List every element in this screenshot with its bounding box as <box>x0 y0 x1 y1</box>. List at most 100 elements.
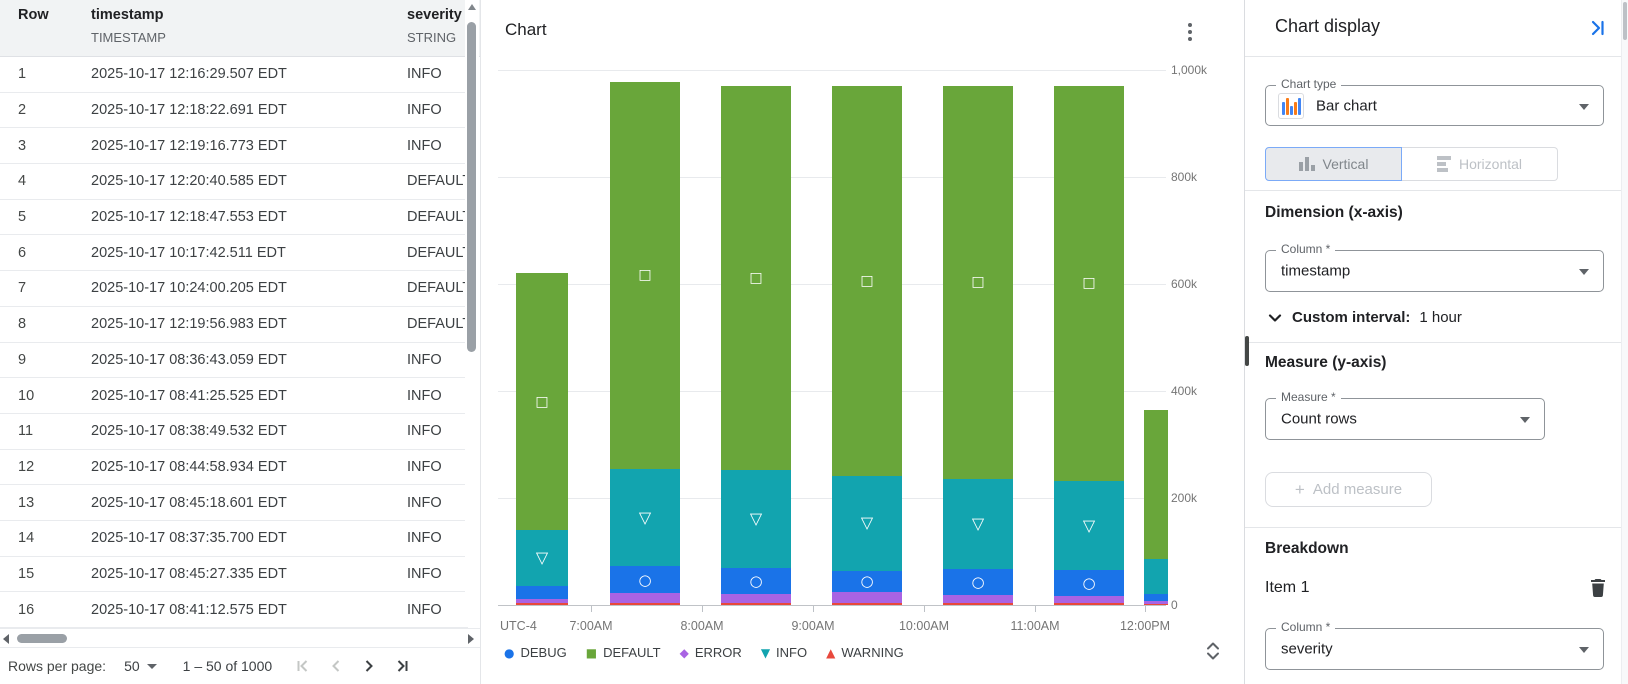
next-page-button[interactable] <box>352 654 385 678</box>
measure-select[interactable]: Measure * Count rows <box>1265 390 1545 440</box>
custom-interval-toggle[interactable]: Custom interval: 1 hour <box>1267 309 1462 326</box>
rows-per-page-label: Rows per page: <box>8 658 107 674</box>
results-table-panel: Row timestamp TIMESTAMP severity STRING … <box>0 0 481 684</box>
bar-segment-error <box>721 594 791 603</box>
pagination-range-label: 1 – 50 of 1000 <box>182 658 273 674</box>
first-page-button[interactable] <box>286 654 319 678</box>
breakdown-column-select[interactable]: Column * severity <box>1265 620 1604 670</box>
horizontal-scroll-thumb[interactable] <box>17 634 67 643</box>
right-scroll-thumb[interactable] <box>1623 2 1627 40</box>
breakdown-column-label: Column * <box>1276 620 1336 634</box>
cell-timestamp: 2025-10-17 12:18:22.691 EDT <box>91 102 287 119</box>
legend-label: DEBUG <box>520 645 567 660</box>
horizontal-label: Horizontal <box>1458 156 1523 172</box>
table-row: 3 2025-10-17 12:19:16.773 EDT INFO <box>0 128 468 165</box>
timezone-label: UTC-4 <box>500 619 537 633</box>
cell-severity: DEFAULT <box>407 173 468 190</box>
legend-marker-icon: ■ <box>585 645 598 660</box>
settings-scroll-thumb[interactable] <box>1245 336 1249 366</box>
dimension-column-select[interactable]: Column * timestamp <box>1265 242 1604 292</box>
y-axis-tick-label: 0 <box>1171 598 1178 612</box>
x-axis-tick <box>1145 606 1146 612</box>
cell-row-number: 3 <box>18 137 27 154</box>
stacked-bar-chart: 0 200k 400k 600k 800k 1,000k 7:00AM 8:00AM 9:00A… <box>482 0 1244 684</box>
legend-marker-icon: ● <box>504 645 515 660</box>
legend-item-warning: ▲ WARNING <box>826 645 904 660</box>
table-row: 15 2025-10-17 08:45:27.335 EDT INFO <box>0 557 468 593</box>
measure-heading: Measure (y-axis) <box>1265 354 1387 371</box>
orientation-toggle: Vertical Horizontal <box>1265 147 1558 181</box>
cell-row-number: 2 <box>18 102 27 119</box>
scroll-up-arrow-icon[interactable] <box>468 4 476 10</box>
cell-row-number: 4 <box>18 173 27 190</box>
table-horizontal-scrollbar[interactable] <box>0 628 480 648</box>
cell-row-number: 9 <box>18 351 27 368</box>
x-axis-tick-label: 12:00PM <box>1119 619 1171 633</box>
vertical-orientation-button[interactable]: Vertical <box>1265 147 1402 181</box>
scroll-left-arrow-icon[interactable] <box>3 634 9 644</box>
scroll-right-arrow-icon[interactable] <box>468 634 474 644</box>
bar-segment-info <box>1144 558 1168 594</box>
horizontal-orientation-button[interactable]: Horizontal <box>1402 147 1558 181</box>
cell-row-number: 10 <box>18 387 35 404</box>
legend-item-debug: ● DEBUG <box>504 645 567 660</box>
collapse-panel-icon[interactable] <box>1586 17 1608 39</box>
table-header-row: Row timestamp TIMESTAMP severity STRING <box>0 0 480 57</box>
cell-row-number: 1 <box>18 66 27 83</box>
legend-marker-icon: ◆ <box>679 645 689 660</box>
chevron-down-icon <box>1268 313 1282 322</box>
legend-label: ERROR <box>694 645 742 660</box>
add-measure-button[interactable]: + Add measure <box>1265 472 1432 507</box>
table-row: 10 2025-10-17 08:41:25.525 EDT INFO <box>0 378 468 414</box>
cell-severity: INFO <box>407 565 442 582</box>
cell-severity: DEFAULT <box>407 280 468 297</box>
bar-segment-default <box>721 85 791 471</box>
bar-segment-warning <box>1054 602 1124 605</box>
legend-label: INFO <box>776 645 808 660</box>
cell-timestamp: 2025-10-17 12:16:29.507 EDT <box>91 66 287 83</box>
y-axis-tick-label: 200k <box>1171 491 1198 505</box>
table-row: 4 2025-10-17 12:20:40.585 EDT DEFAULT <box>0 164 468 200</box>
table-row: 13 2025-10-17 08:45:18.601 EDT INFO <box>0 485 468 521</box>
bar-segment-default <box>610 81 680 470</box>
chart-panel: Chart 0 200k 400k 600k 800k 1,000k 7:00AM 8:00A… <box>482 0 1244 684</box>
cell-severity: INFO <box>407 102 442 119</box>
cell-timestamp: 2025-10-17 08:36:43.059 EDT <box>91 351 287 368</box>
custom-interval-value: 1 hour <box>1419 309 1462 326</box>
legend-label: DEFAULT <box>603 645 661 660</box>
cell-severity: INFO <box>407 387 442 404</box>
horizontal-bars-icon <box>1436 156 1451 172</box>
expand-collapse-chart-icon[interactable] <box>1200 638 1226 664</box>
last-page-button[interactable] <box>385 654 418 678</box>
table-row: 11 2025-10-17 08:38:49.532 EDT INFO <box>0 414 468 450</box>
chart-type-label: Chart type <box>1276 77 1342 91</box>
table-row: 9 2025-10-17 08:36:43.059 EDT INFO <box>0 343 468 379</box>
measure-value: Count rows <box>1281 410 1357 428</box>
column-header-row: Row <box>18 7 49 23</box>
x-axis-tick-label: 7:00AM <box>569 619 613 633</box>
cell-timestamp: 2025-10-17 10:24:00.205 EDT <box>91 280 287 297</box>
delete-breakdown-trash-icon[interactable] <box>1589 578 1609 598</box>
chart-legend: ● DEBUG ■ DEFAULT ◆ ERROR ▼ INFO ▲ WARNING <box>504 645 904 660</box>
prev-page-button[interactable] <box>319 654 352 678</box>
rows-per-page-select[interactable]: 50 <box>124 658 157 674</box>
plus-icon: + <box>1294 480 1305 499</box>
bar-segment-info <box>610 469 680 566</box>
x-axis-tick-label: 9:00AM <box>791 619 835 633</box>
chart-type-select[interactable]: Chart type Bar chart <box>1265 77 1604 126</box>
cell-timestamp: 2025-10-17 08:41:12.575 EDT <box>91 601 287 618</box>
cell-severity: INFO <box>407 458 442 475</box>
dimension-heading: Dimension (x-axis) <box>1265 204 1403 221</box>
cell-severity: INFO <box>407 66 442 83</box>
vertical-scroll-thumb[interactable] <box>467 22 476 352</box>
x-axis-tick <box>1035 606 1036 612</box>
table-vertical-scrollbar[interactable] <box>465 0 479 600</box>
x-axis-tick <box>924 606 925 612</box>
chart-options-kebab-menu-icon[interactable] <box>1178 18 1202 46</box>
bar-segment-debug <box>610 565 680 594</box>
bar-segment-default <box>943 86 1013 479</box>
panel-right-scrollbar[interactable] <box>1621 0 1628 684</box>
table-row: 7 2025-10-17 10:24:00.205 EDT DEFAULT <box>0 271 468 307</box>
vertical-label: Vertical <box>1322 156 1369 172</box>
